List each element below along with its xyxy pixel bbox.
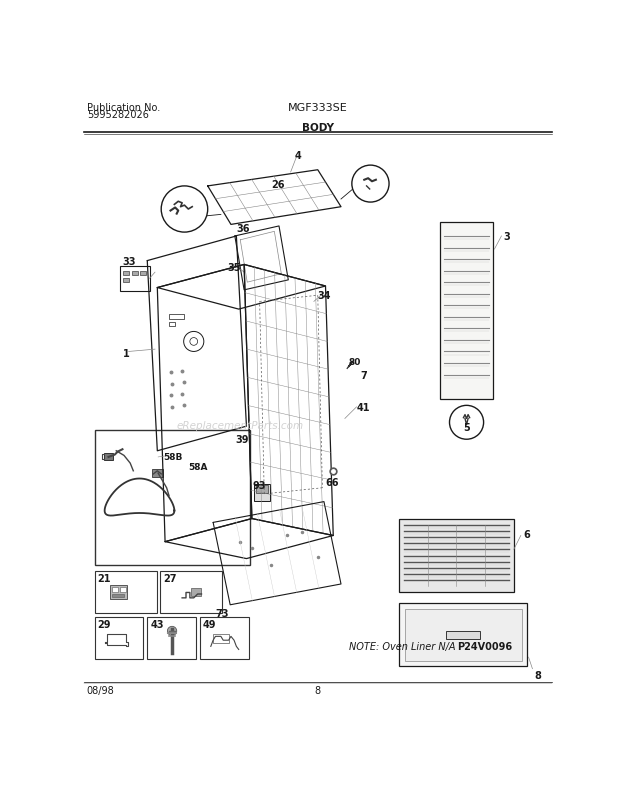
Bar <box>200 617 249 660</box>
Text: 93: 93 <box>253 481 266 491</box>
Text: 73: 73 <box>216 609 229 619</box>
Text: 5995282026: 5995282026 <box>87 110 149 120</box>
Bar <box>161 571 223 613</box>
Bar <box>112 587 118 592</box>
Text: 08/98: 08/98 <box>87 686 115 695</box>
Bar <box>446 631 480 638</box>
Text: 26: 26 <box>272 180 285 190</box>
Text: 6: 6 <box>523 530 530 540</box>
Text: 39: 39 <box>236 435 249 444</box>
Text: 80: 80 <box>348 358 361 367</box>
Circle shape <box>450 406 484 440</box>
Text: 30A: 30A <box>175 211 194 219</box>
Bar <box>140 271 146 276</box>
Circle shape <box>161 186 208 232</box>
Text: 43: 43 <box>151 620 164 630</box>
Bar <box>440 222 493 399</box>
Text: 36: 36 <box>236 224 250 234</box>
Bar <box>169 322 175 326</box>
Bar <box>404 608 521 661</box>
Text: 27: 27 <box>164 574 177 584</box>
Bar <box>94 571 156 613</box>
Bar <box>123 271 130 276</box>
Bar <box>148 617 196 660</box>
Text: 58B: 58B <box>162 453 182 462</box>
Bar <box>169 314 185 319</box>
Bar <box>123 278 130 282</box>
Bar <box>255 485 268 493</box>
Bar <box>213 634 229 643</box>
Text: 5: 5 <box>463 423 470 432</box>
Text: 8: 8 <box>315 686 321 695</box>
Text: NOTE: Oven Liner N/A: NOTE: Oven Liner N/A <box>348 642 455 652</box>
Bar <box>167 440 174 446</box>
Bar <box>254 484 270 501</box>
Text: BODY: BODY <box>302 123 334 133</box>
Bar <box>94 430 249 565</box>
Text: 49: 49 <box>203 620 216 630</box>
Text: 58A: 58A <box>188 463 208 472</box>
Bar <box>131 271 138 276</box>
Text: 35: 35 <box>227 263 241 273</box>
Text: 33: 33 <box>123 257 136 267</box>
Text: 7: 7 <box>360 371 367 381</box>
Text: 3: 3 <box>503 232 510 242</box>
Text: 41: 41 <box>356 403 370 413</box>
Text: 8: 8 <box>534 671 542 681</box>
Bar <box>104 453 113 460</box>
Circle shape <box>352 165 389 202</box>
Text: 66: 66 <box>325 478 339 489</box>
Text: 21: 21 <box>98 574 111 584</box>
Bar <box>176 440 184 446</box>
Text: eReplacementParts.com: eReplacementParts.com <box>177 421 304 431</box>
Text: 4: 4 <box>294 151 301 162</box>
Text: MGF333SE: MGF333SE <box>288 103 348 112</box>
Bar <box>399 519 514 592</box>
Bar <box>120 266 149 291</box>
Text: Publication No.: Publication No. <box>87 103 160 112</box>
Bar <box>110 584 127 599</box>
Bar <box>399 604 527 666</box>
Bar <box>94 617 143 660</box>
Bar <box>192 588 201 596</box>
Text: 1: 1 <box>123 349 129 359</box>
Bar <box>157 440 165 446</box>
Bar <box>152 469 162 477</box>
Bar <box>112 594 124 597</box>
Circle shape <box>167 626 177 635</box>
Bar <box>120 587 125 592</box>
Text: 34: 34 <box>317 291 331 302</box>
Text: 30: 30 <box>365 184 376 192</box>
Text: 29: 29 <box>98 620 111 630</box>
Text: P24V0096: P24V0096 <box>458 642 512 652</box>
